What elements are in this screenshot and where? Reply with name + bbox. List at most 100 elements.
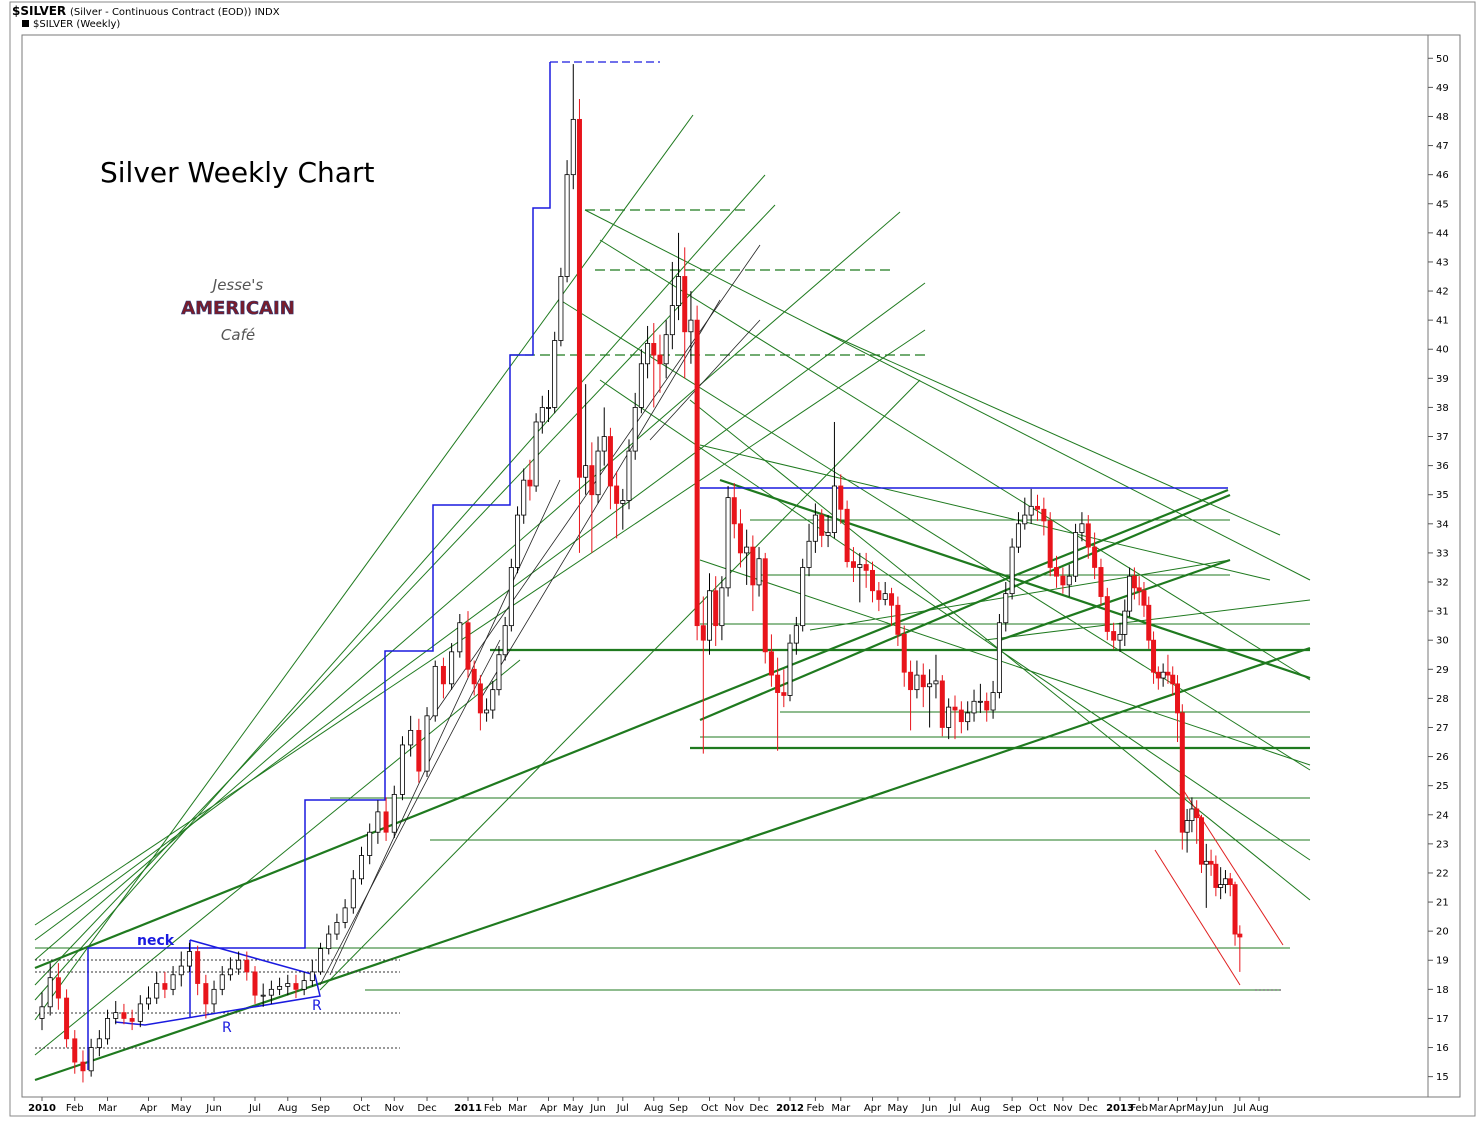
- candle-body: [731, 497, 737, 525]
- candle-body: [1208, 860, 1214, 865]
- x-tick-label: Nov: [385, 1103, 405, 1114]
- candle-body: [1136, 587, 1142, 592]
- x-tick-label: Aug: [1249, 1103, 1269, 1114]
- candle-body: [927, 683, 933, 688]
- candle-body: [876, 590, 882, 600]
- candle-body: [939, 680, 945, 728]
- trend-line: [999, 558, 1231, 642]
- candle-body: [857, 564, 863, 568]
- y-tick-label: 43: [1436, 257, 1449, 268]
- x-tick-label: Apr: [140, 1103, 158, 1114]
- candle-body: [391, 794, 397, 833]
- candle-body: [502, 625, 508, 656]
- candle-body: [589, 465, 595, 496]
- candle-body: [72, 1038, 78, 1063]
- trend-line: [584, 209, 1311, 581]
- candle-body: [614, 485, 620, 504]
- candle-body: [806, 540, 812, 568]
- trend-line: [809, 559, 1231, 631]
- candle-body: [601, 436, 607, 452]
- candle-body: [914, 674, 920, 691]
- candle-body: [178, 965, 184, 976]
- candle-body: [408, 729, 414, 746]
- x-tick-label: 2013: [1106, 1103, 1134, 1114]
- candle-body: [1237, 933, 1243, 938]
- candle-body: [787, 642, 793, 696]
- candle-body: [831, 485, 837, 533]
- candle-body: [416, 729, 422, 772]
- plot-frame: [21, 34, 1429, 1098]
- x-tick-label: Apr: [1169, 1103, 1187, 1114]
- candle-body: [399, 744, 405, 795]
- candle-body: [350, 878, 356, 909]
- candle-body: [1232, 884, 1238, 935]
- candle-body: [990, 692, 996, 711]
- candle-body: [1227, 878, 1233, 886]
- candle-body: [277, 986, 283, 990]
- candle-body: [768, 651, 774, 676]
- trend-line: [649, 319, 761, 441]
- channel-line: [1154, 849, 1241, 986]
- candle-body: [477, 683, 483, 714]
- x-tick-label: May: [171, 1103, 192, 1114]
- candle-body: [1054, 567, 1060, 577]
- candle-body: [965, 712, 971, 723]
- candle-body: [632, 407, 638, 452]
- candle-body: [889, 593, 895, 606]
- x-tick-label: 2010: [28, 1103, 56, 1114]
- candle-body: [1098, 567, 1104, 597]
- trend-line: [429, 244, 761, 721]
- candle-body: [121, 1012, 127, 1019]
- pattern-outline: [114, 939, 321, 1026]
- y-tick-label: 28: [1436, 694, 1449, 705]
- candle-body: [657, 354, 663, 365]
- candle-body: [113, 1012, 119, 1019]
- y-tick-label: 15: [1436, 1072, 1449, 1083]
- candle-body: [800, 567, 806, 627]
- candle-body: [1189, 808, 1195, 821]
- trend-line: [559, 299, 1311, 771]
- trend-line: [34, 204, 776, 986]
- x-tick-label: Sep: [669, 1103, 688, 1114]
- candle-body: [219, 974, 225, 990]
- trend-line: [719, 478, 1311, 680]
- chart-title: Silver Weekly Chart: [100, 156, 374, 189]
- candle-body: [812, 514, 818, 542]
- x-tick-label: Aug: [644, 1103, 664, 1114]
- candle-body: [882, 593, 888, 600]
- candle-body: [1218, 884, 1224, 888]
- trend-drawings: [34, 61, 1311, 1082]
- y-tick-label: 22: [1436, 868, 1449, 879]
- trend-line: [819, 329, 1281, 536]
- trend-line: [479, 299, 721, 701]
- trend-line: [34, 282, 926, 941]
- candle-body: [162, 983, 168, 990]
- x-tick-label: Jul: [248, 1103, 261, 1114]
- candle-body: [920, 674, 926, 688]
- x-tick-label: 2011: [454, 1103, 482, 1114]
- candle-body: [1060, 575, 1066, 586]
- y-tick-label: 44: [1436, 228, 1449, 239]
- trend-line: [319, 379, 921, 991]
- candle-body: [737, 523, 743, 554]
- candle-body: [1155, 671, 1161, 679]
- y-tick-label: 50: [1436, 54, 1449, 65]
- x-tick-label: Mar: [98, 1103, 118, 1114]
- x-tick-label: Nov: [1053, 1103, 1073, 1114]
- candle-body: [440, 665, 446, 685]
- candle-body: [521, 479, 527, 516]
- candle-body: [819, 514, 825, 536]
- candle-body: [1085, 523, 1091, 548]
- candle-body: [669, 305, 675, 336]
- candle-body: [620, 500, 626, 504]
- candle-body: [775, 674, 781, 693]
- candle-body: [762, 558, 768, 653]
- x-tick-label: Oct: [353, 1103, 370, 1114]
- y-tick-label: 23: [1436, 839, 1449, 850]
- candle-body: [850, 561, 856, 568]
- candle-body: [203, 983, 209, 1005]
- candle-body: [901, 633, 907, 673]
- legend-swatch: [22, 20, 29, 27]
- candle-body: [1151, 639, 1157, 673]
